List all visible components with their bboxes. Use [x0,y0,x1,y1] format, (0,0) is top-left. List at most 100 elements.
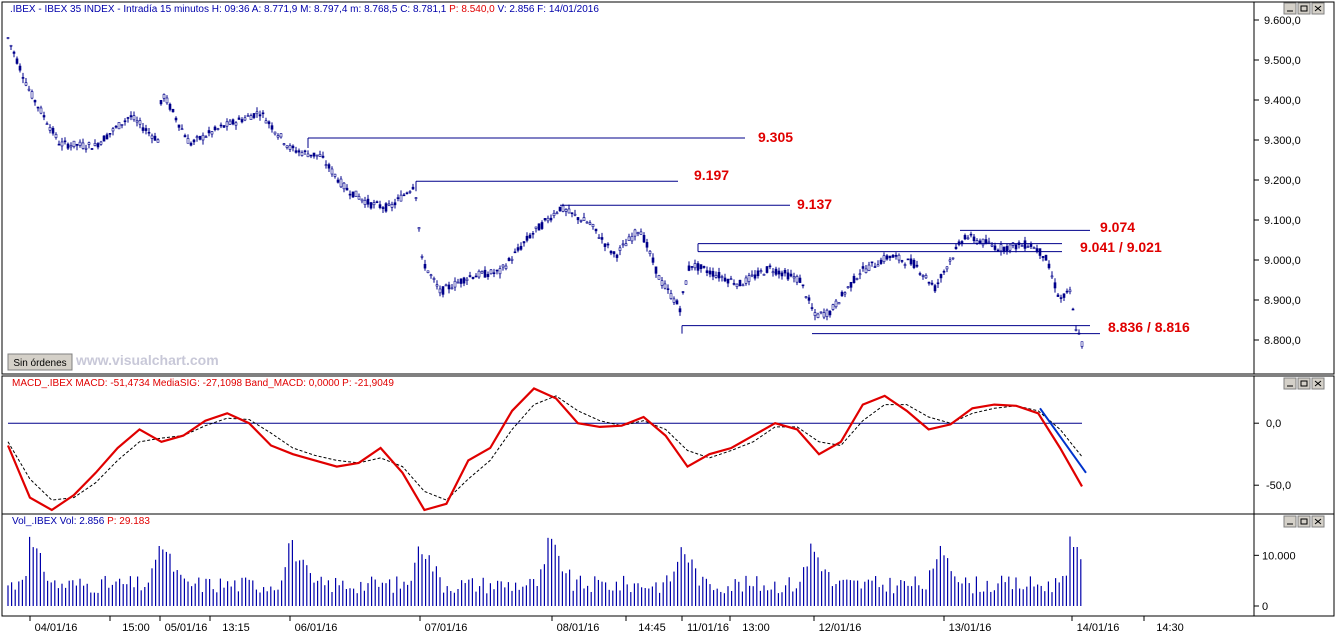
candle-body [1026,246,1030,248]
candle-body [744,277,748,284]
candle-body [276,135,280,138]
candle-body [567,208,571,214]
candle-body [366,198,370,205]
candle-body [975,240,979,244]
candle-body [426,270,430,273]
price-axis: 9.600,0 9.500,0 9.400,0 9.300,0 9.200,0 9.100… [1254,15,1301,347]
candle-body [819,311,823,314]
candle-body [777,270,781,275]
price-tick-label: 9.500,0 [1264,55,1301,67]
candle-body [330,168,334,175]
candle-body [792,276,796,279]
candle-body [594,228,598,232]
candle-body [111,128,115,132]
candle-body [294,150,298,153]
time-tick-label: 11/01/16 [687,622,729,634]
candle-body [57,143,61,146]
volume-window-controls[interactable] [1283,515,1325,528]
candle-body [525,235,529,241]
candle-body [459,278,463,284]
candle-body [75,143,79,146]
price-tick-label: 9.300,0 [1264,135,1301,147]
candle-body [39,107,43,114]
candle-body [621,243,625,246]
candle-body [417,227,421,230]
macd-window-controls[interactable] [1283,377,1325,390]
candle-body [840,291,844,297]
candle-body [360,198,364,202]
candle-body [1023,240,1027,249]
price-header-tail: V: 2.856 F: 14/01/2016 [498,4,600,15]
svg-text:Vol_.IBEX Vol: 2.856 P: 29.183: Vol_.IBEX Vol: 2.856 P: 29.183 [12,516,150,527]
candle-body [702,266,706,268]
candle-body [453,280,457,288]
candle-body [639,231,643,235]
candle-body [270,125,274,130]
candle-body [273,131,277,135]
candle-body [372,202,376,206]
price-tick-label: 8.900,0 [1264,295,1301,307]
candle-body [339,178,343,188]
candle-body [51,127,55,134]
candle-body [105,134,109,140]
candle-body [540,222,544,229]
candle-body [318,154,322,157]
candle-body [492,272,496,275]
candle-body [861,266,865,269]
candle-body [483,269,487,278]
candle-body [54,134,58,138]
candle-body [300,152,304,156]
candle-body [564,209,568,212]
candle-body [651,257,655,263]
no-orders-label[interactable]: Sin órdenes [13,358,66,369]
candle-body [9,45,13,47]
level-label: 9.197 [694,167,729,183]
candle-body [909,258,913,265]
time-tick-label: 12/01/16 [819,622,862,634]
candle-body [756,270,760,277]
candle-body [354,190,358,197]
time-axis: 04/01/16 15:00 05/01/16 13:15 06/01/16 07/01/… [29,616,1184,634]
candle-body [192,139,196,143]
candle-body [381,207,385,209]
candle-body [1065,290,1069,293]
candle-body [681,291,685,293]
no-orders-button[interactable]: Sin órdenes [7,353,73,371]
candle-body [723,277,727,282]
candle-body [351,191,355,198]
candle-body [30,91,34,99]
candle-body [831,304,835,310]
candle-body [750,274,754,277]
candle-body [627,236,631,241]
candle-body [480,271,484,274]
volume-tick-label: 0 [1262,601,1268,613]
candle-body [816,313,820,318]
candle-body [588,222,592,225]
candle-body [867,264,871,271]
candle-body [936,282,940,285]
candle-body [951,257,955,260]
candle-body [1056,294,1060,297]
candle-body [993,245,997,250]
candle-body [519,245,523,250]
level-label: 9.305 [758,129,793,145]
candle-body [444,284,448,287]
time-tick-label: 14:45 [638,622,666,634]
time-tick-label: 08/01/16 [557,622,600,634]
candle-body [633,229,637,237]
candle-body [735,283,739,287]
candle-body [93,143,97,147]
candle-body [690,266,694,268]
price-window-controls[interactable] [1283,2,1325,15]
candle-body [210,131,214,135]
candle-body [252,113,256,118]
price-tick-label: 9.400,0 [1264,95,1301,107]
candle-body [72,140,76,147]
candle-body [516,247,520,251]
candle-body [405,192,409,195]
price-axis-panel [1253,1,1335,375]
candle-body [663,283,667,289]
candle-body [999,244,1003,252]
candle-body [474,275,478,278]
candle-body [1011,242,1015,246]
